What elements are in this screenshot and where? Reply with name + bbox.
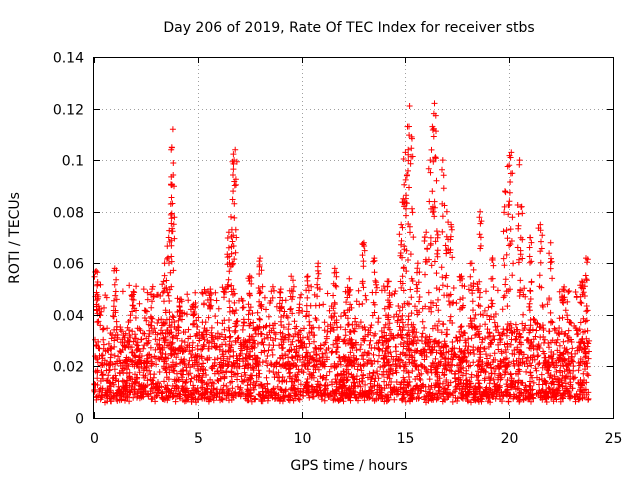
y-tick-label: 0 bbox=[75, 412, 84, 428]
y-tick-label: 0.08 bbox=[53, 206, 84, 222]
x-tick-label: 15 bbox=[397, 431, 415, 447]
y-axis-label: ROTI / TECUs bbox=[7, 192, 23, 284]
y-tick-label: 0.02 bbox=[53, 360, 84, 376]
y-tick-label: 0.04 bbox=[53, 309, 84, 325]
plot-frame bbox=[93, 57, 614, 419]
y-tick-label: 0.14 bbox=[53, 51, 84, 67]
x-tick-label: 10 bbox=[294, 431, 312, 447]
x-tick-label: 5 bbox=[194, 431, 203, 447]
x-tick-label: 0 bbox=[90, 431, 99, 447]
roti-marker-set bbox=[91, 100, 593, 406]
x-tick-label: 25 bbox=[605, 431, 623, 447]
data-points bbox=[91, 100, 593, 406]
y-tick-label: 0.06 bbox=[53, 257, 84, 273]
x-ticks: 0 5 10 15 20 25 bbox=[90, 57, 622, 447]
x-axis-label: GPS time / hours bbox=[290, 458, 407, 474]
y-tick-label: 0.1 bbox=[62, 154, 84, 170]
chart-title: Day 206 of 2019, Rate Of TEC Index for r… bbox=[163, 20, 534, 36]
y-ticks: 0 0.02 0.04 0.06 0.08 0.1 0.12 0.14 bbox=[53, 51, 613, 428]
x-tick-label: 20 bbox=[501, 431, 519, 447]
y-tick-label: 0.12 bbox=[53, 103, 84, 119]
